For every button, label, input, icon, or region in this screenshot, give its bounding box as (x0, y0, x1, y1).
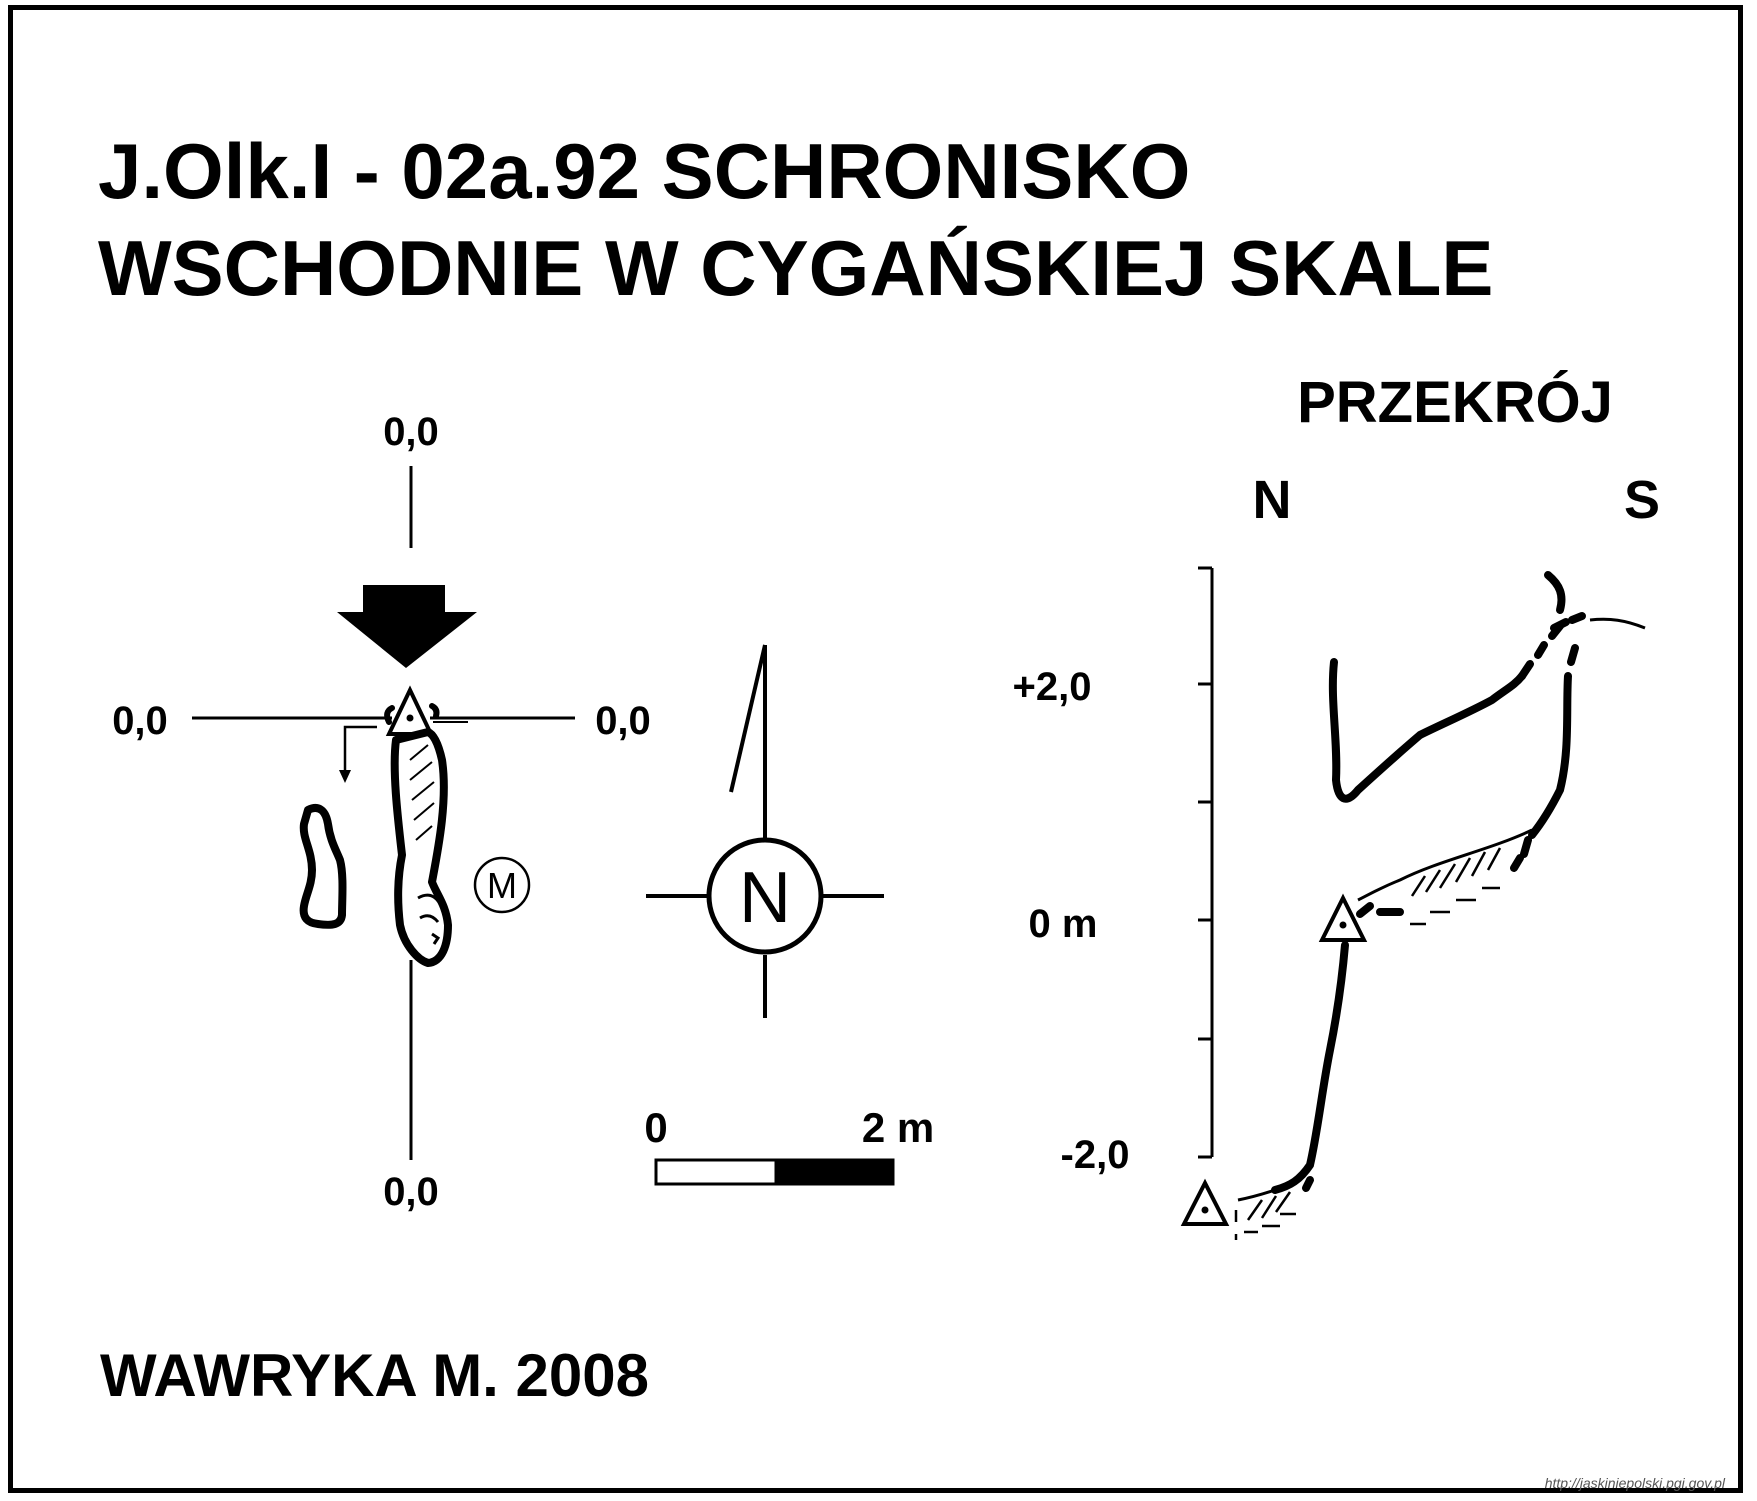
section-entrance-icon (1318, 893, 1368, 942)
plan-label-bottom: 0,0 (383, 1170, 439, 1214)
scale-bar: 0 2 m (644, 1104, 934, 1186)
section-lower-entrance-icon (1180, 1178, 1230, 1226)
author-credit: WAWRYKA M. 2008 (100, 1342, 649, 1409)
cave-plan-outline (390, 728, 452, 967)
rock-outline (299, 803, 347, 929)
marker-m-icon (473, 856, 531, 914)
level-minus-2: -2,0 (1061, 1133, 1130, 1177)
plan-label-left: 0,0 (112, 699, 168, 743)
section-lower-wall (1271, 941, 1349, 1194)
slope-hatching (409, 744, 435, 841)
entrance-triangle-icon (385, 685, 435, 736)
north-compass: N (646, 644, 884, 1018)
compass-circle-icon (706, 837, 824, 955)
cross-section: PRZEKRÓJ N S +2,0 0 m -2,0 (1013, 370, 1660, 1240)
section-title: PRZEKRÓJ (1297, 370, 1613, 435)
title-line-2: WSCHODNIE W CYGAŃSKIEJ SKALE (98, 224, 1493, 312)
plan-view: 0,0 0,0 0,0 0,0 M (112, 410, 651, 1214)
scale-end-label: 2 m (862, 1104, 934, 1151)
lower-hatching (1234, 1191, 1296, 1240)
title-line-1: J.Olk.I - 02a.92 SCHRONISKO (98, 127, 1190, 215)
floor-hatching (1410, 847, 1502, 926)
section-ceiling-line (1328, 658, 1526, 803)
scale-bar-black (774, 1158, 895, 1186)
direction-n: N (1253, 470, 1292, 530)
compass-letter: N (739, 858, 791, 938)
level-plus-2: +2,0 (1013, 665, 1092, 709)
plan-label-top: 0,0 (383, 410, 439, 454)
marker-letter: M (487, 865, 517, 906)
direction-s: S (1624, 470, 1660, 530)
scale-bar-white (654, 1158, 778, 1186)
scale-start-label: 0 (644, 1104, 667, 1151)
level-zero: 0 m (1029, 902, 1098, 946)
map-frame (8, 5, 1743, 1493)
source-url: http://jaskiniepolski.pgi.gov.pl (1545, 1475, 1726, 1491)
plan-label-right: 0,0 (595, 699, 651, 743)
entrance-arrow-icon (337, 585, 477, 668)
section-wall-line (1528, 644, 1579, 839)
north-needle (729, 644, 767, 793)
drop-arrow-icon (339, 770, 351, 783)
